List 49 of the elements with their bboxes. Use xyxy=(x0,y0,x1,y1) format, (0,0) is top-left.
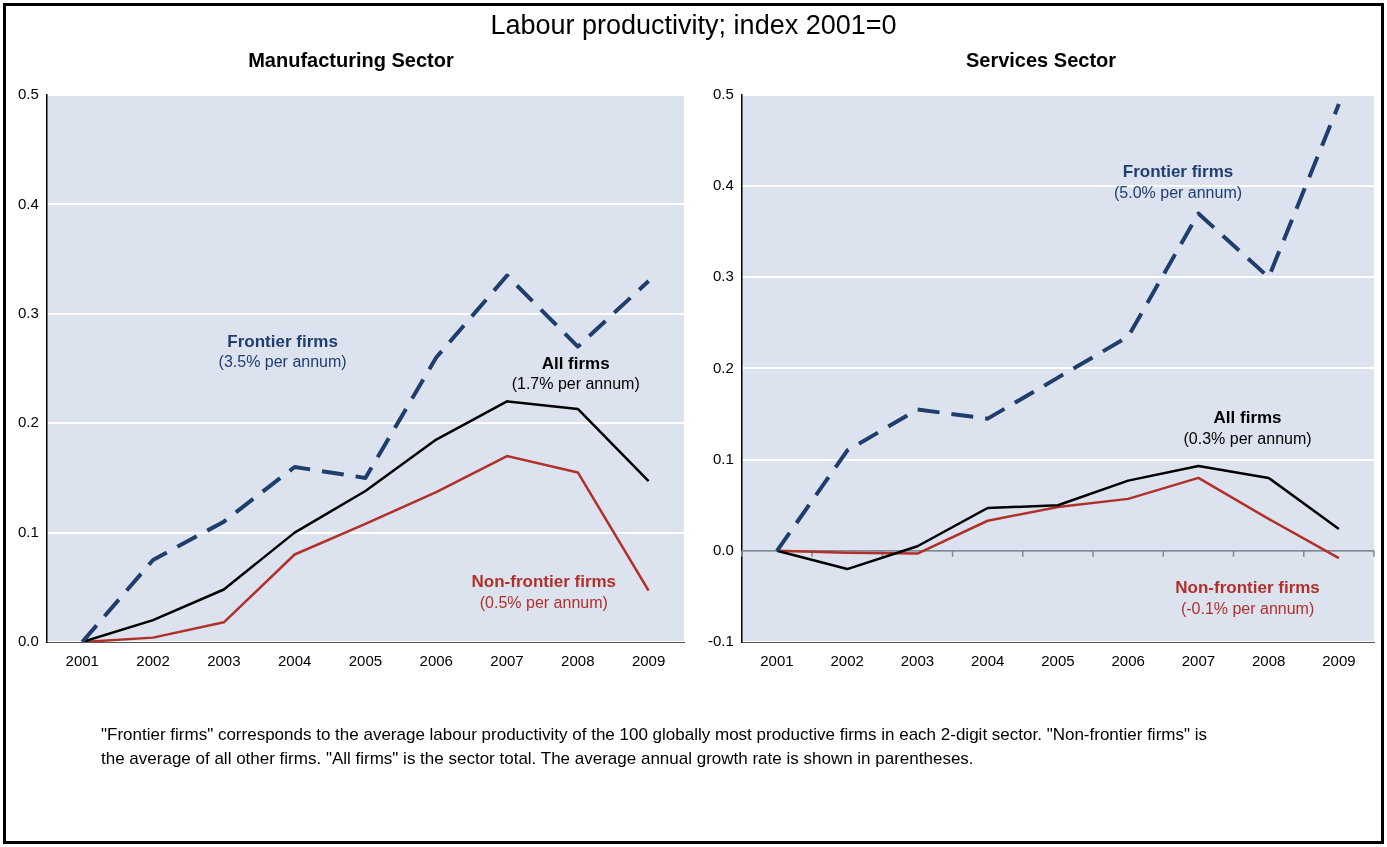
chart-title: Services Sector xyxy=(964,48,1118,73)
text: Frontier firms xyxy=(227,331,338,351)
x-tick-label: 2009 xyxy=(631,652,666,670)
y-tick-label: 0.5 xyxy=(17,85,39,103)
series-label: Non-frontier firms xyxy=(471,572,617,592)
annotation: (3.5% per annum) xyxy=(218,353,347,371)
text: All firms xyxy=(1213,408,1282,428)
text: Frontier firms xyxy=(1122,162,1234,182)
annotation: (5.0% per annum) xyxy=(1114,183,1243,201)
x-tick-label: 2005 xyxy=(348,652,383,670)
line-series xyxy=(774,102,1341,553)
y-tick-label: 0.4 xyxy=(712,176,734,194)
y-tick-label: 0.0 xyxy=(712,540,734,558)
annotation: (0.3% per annum) xyxy=(1183,430,1312,448)
x-tick-label: 2004 xyxy=(971,652,1005,670)
x-tick-label: 2003 xyxy=(900,652,935,670)
series-label: Non-frontier firms xyxy=(1175,577,1320,597)
series-label: All firms xyxy=(541,353,610,373)
y-tick-label: 0.3 xyxy=(17,303,39,321)
chart-title: Manufacturing Sector xyxy=(247,48,455,73)
x-tick-label: 2006 xyxy=(419,652,453,670)
x-tick-label: 2009 xyxy=(1322,652,1356,670)
x-tick-label: 2007 xyxy=(1181,652,1216,670)
text: "Frontier firms" corresponds to the average labour productivity of the 100 globally most productive firms in each 2-digit sector. "Non-frontier firms" is the average of all other firms. "All firms" is the sector total. The average annual growth rate is shown in parentheses. xyxy=(101,724,1208,770)
line-series xyxy=(80,273,651,642)
text: Labour productivity; index 2001=0 xyxy=(489,10,898,41)
x-tick-label: 2008 xyxy=(561,652,595,670)
y-tick-label: 0.2 xyxy=(712,358,734,376)
x-tick-label: 2002 xyxy=(136,652,170,670)
y-tick-label: 0.1 xyxy=(712,449,734,467)
x-tick-label: 2008 xyxy=(1251,652,1286,670)
x-tick-label: 2001 xyxy=(760,652,794,670)
y-tick-label: 0.0 xyxy=(17,632,39,650)
x-tick-label: 2001 xyxy=(65,652,99,670)
x-tick-label: 2002 xyxy=(830,652,864,670)
x-tick-label: 2003 xyxy=(207,652,241,670)
annotation: (0.5% per annum) xyxy=(479,594,608,612)
annotation: (-0.1% per annum) xyxy=(1180,599,1315,617)
y-tick-label: -0.1 xyxy=(707,632,734,650)
y-tick-label: 0.5 xyxy=(712,85,734,103)
y-tick-label: 0.3 xyxy=(712,267,734,285)
y-tick-label: 0.4 xyxy=(17,194,39,212)
y-tick-label: 0.1 xyxy=(17,522,39,540)
x-tick-label: 2004 xyxy=(277,652,312,670)
y-tick-label: 0.2 xyxy=(17,413,39,431)
annotation: (1.7% per annum) xyxy=(511,375,640,393)
x-tick-label: 2006 xyxy=(1111,652,1145,670)
x-tick-label: 2007 xyxy=(490,652,524,670)
x-tick-label: 2005 xyxy=(1041,652,1075,670)
